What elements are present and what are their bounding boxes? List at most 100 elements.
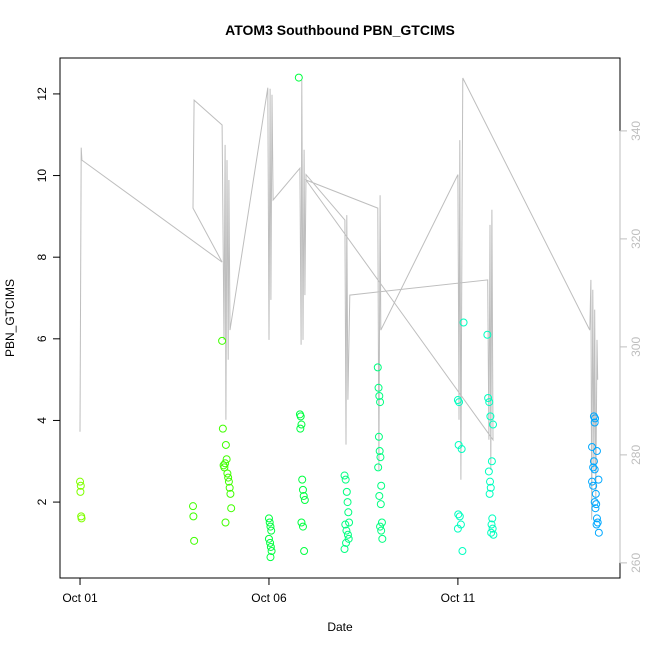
point — [300, 496, 309, 505]
point — [218, 336, 227, 345]
point — [299, 491, 308, 500]
point — [223, 469, 232, 478]
y2-tick-label: 300 — [629, 337, 643, 357]
point — [486, 477, 495, 486]
y2-tick-label: 320 — [629, 229, 643, 249]
point — [590, 465, 599, 474]
point — [590, 498, 599, 507]
point — [220, 463, 229, 472]
point — [455, 512, 464, 521]
point — [588, 477, 597, 486]
point — [373, 363, 382, 372]
point — [591, 414, 600, 423]
point — [486, 412, 495, 421]
point — [376, 522, 385, 531]
point — [342, 487, 351, 496]
point — [341, 520, 350, 529]
y-tick-label: 2 — [35, 498, 49, 505]
point — [592, 514, 601, 523]
point — [266, 522, 275, 531]
y2-tick-label: 260 — [629, 553, 643, 573]
secondary-line — [79, 77, 599, 520]
point — [218, 424, 227, 433]
point — [484, 467, 493, 476]
point — [487, 528, 496, 537]
point — [374, 463, 383, 472]
point — [487, 457, 496, 466]
point — [592, 447, 601, 456]
point — [375, 447, 384, 456]
y2-tick-label: 280 — [629, 445, 643, 465]
point — [375, 491, 384, 500]
point — [588, 442, 597, 451]
chart-title: ATOM3 Southbound PBN_GTCIMS — [225, 22, 455, 38]
point — [341, 475, 350, 484]
point — [342, 538, 351, 547]
y-tick-label: 4 — [35, 417, 49, 424]
point — [294, 73, 303, 82]
point — [221, 518, 230, 527]
point — [224, 477, 233, 486]
point — [458, 547, 467, 556]
point — [264, 514, 273, 523]
point — [76, 487, 85, 496]
point — [222, 455, 231, 464]
y-tick-label: 10 — [35, 169, 49, 183]
point — [267, 526, 276, 535]
point — [484, 394, 493, 402]
point — [298, 475, 307, 484]
y-axis-label: PBN_GTCIMS — [3, 279, 17, 357]
x-tick-label: Oct 06 — [251, 591, 287, 605]
point — [190, 536, 199, 545]
x-tick-label: Oct 01 — [62, 591, 98, 605]
point — [224, 473, 233, 482]
point — [489, 420, 498, 429]
point — [485, 489, 494, 498]
point — [266, 538, 275, 547]
point — [296, 412, 305, 421]
point — [459, 318, 468, 327]
point — [298, 485, 307, 494]
point — [297, 420, 306, 429]
point — [76, 477, 85, 486]
point — [266, 542, 275, 551]
point — [296, 424, 305, 433]
point — [453, 524, 462, 533]
point — [344, 508, 353, 517]
point — [378, 534, 387, 543]
point — [486, 483, 495, 492]
point — [589, 481, 598, 490]
point — [377, 481, 386, 490]
y-tick-label: 8 — [35, 254, 49, 261]
point — [592, 520, 601, 529]
point — [377, 518, 386, 527]
point — [265, 518, 274, 527]
point — [298, 522, 307, 531]
point — [376, 398, 385, 407]
point — [457, 445, 466, 454]
point — [297, 518, 306, 527]
point — [488, 524, 497, 533]
point — [489, 530, 498, 539]
point — [374, 383, 383, 392]
point — [592, 500, 601, 509]
point — [221, 459, 230, 468]
x-tick-label: Oct 11 — [441, 591, 476, 605]
point — [487, 520, 496, 529]
point — [589, 457, 598, 466]
point — [376, 453, 385, 462]
point — [375, 391, 384, 400]
point — [342, 526, 351, 535]
point — [455, 398, 464, 407]
point — [77, 514, 86, 523]
point — [590, 418, 599, 427]
y-tick-label: 12 — [35, 87, 49, 101]
point — [374, 432, 383, 441]
point — [340, 471, 349, 480]
point — [343, 498, 352, 507]
point — [267, 547, 276, 556]
point — [225, 483, 234, 492]
point — [343, 530, 352, 539]
point — [189, 502, 198, 511]
